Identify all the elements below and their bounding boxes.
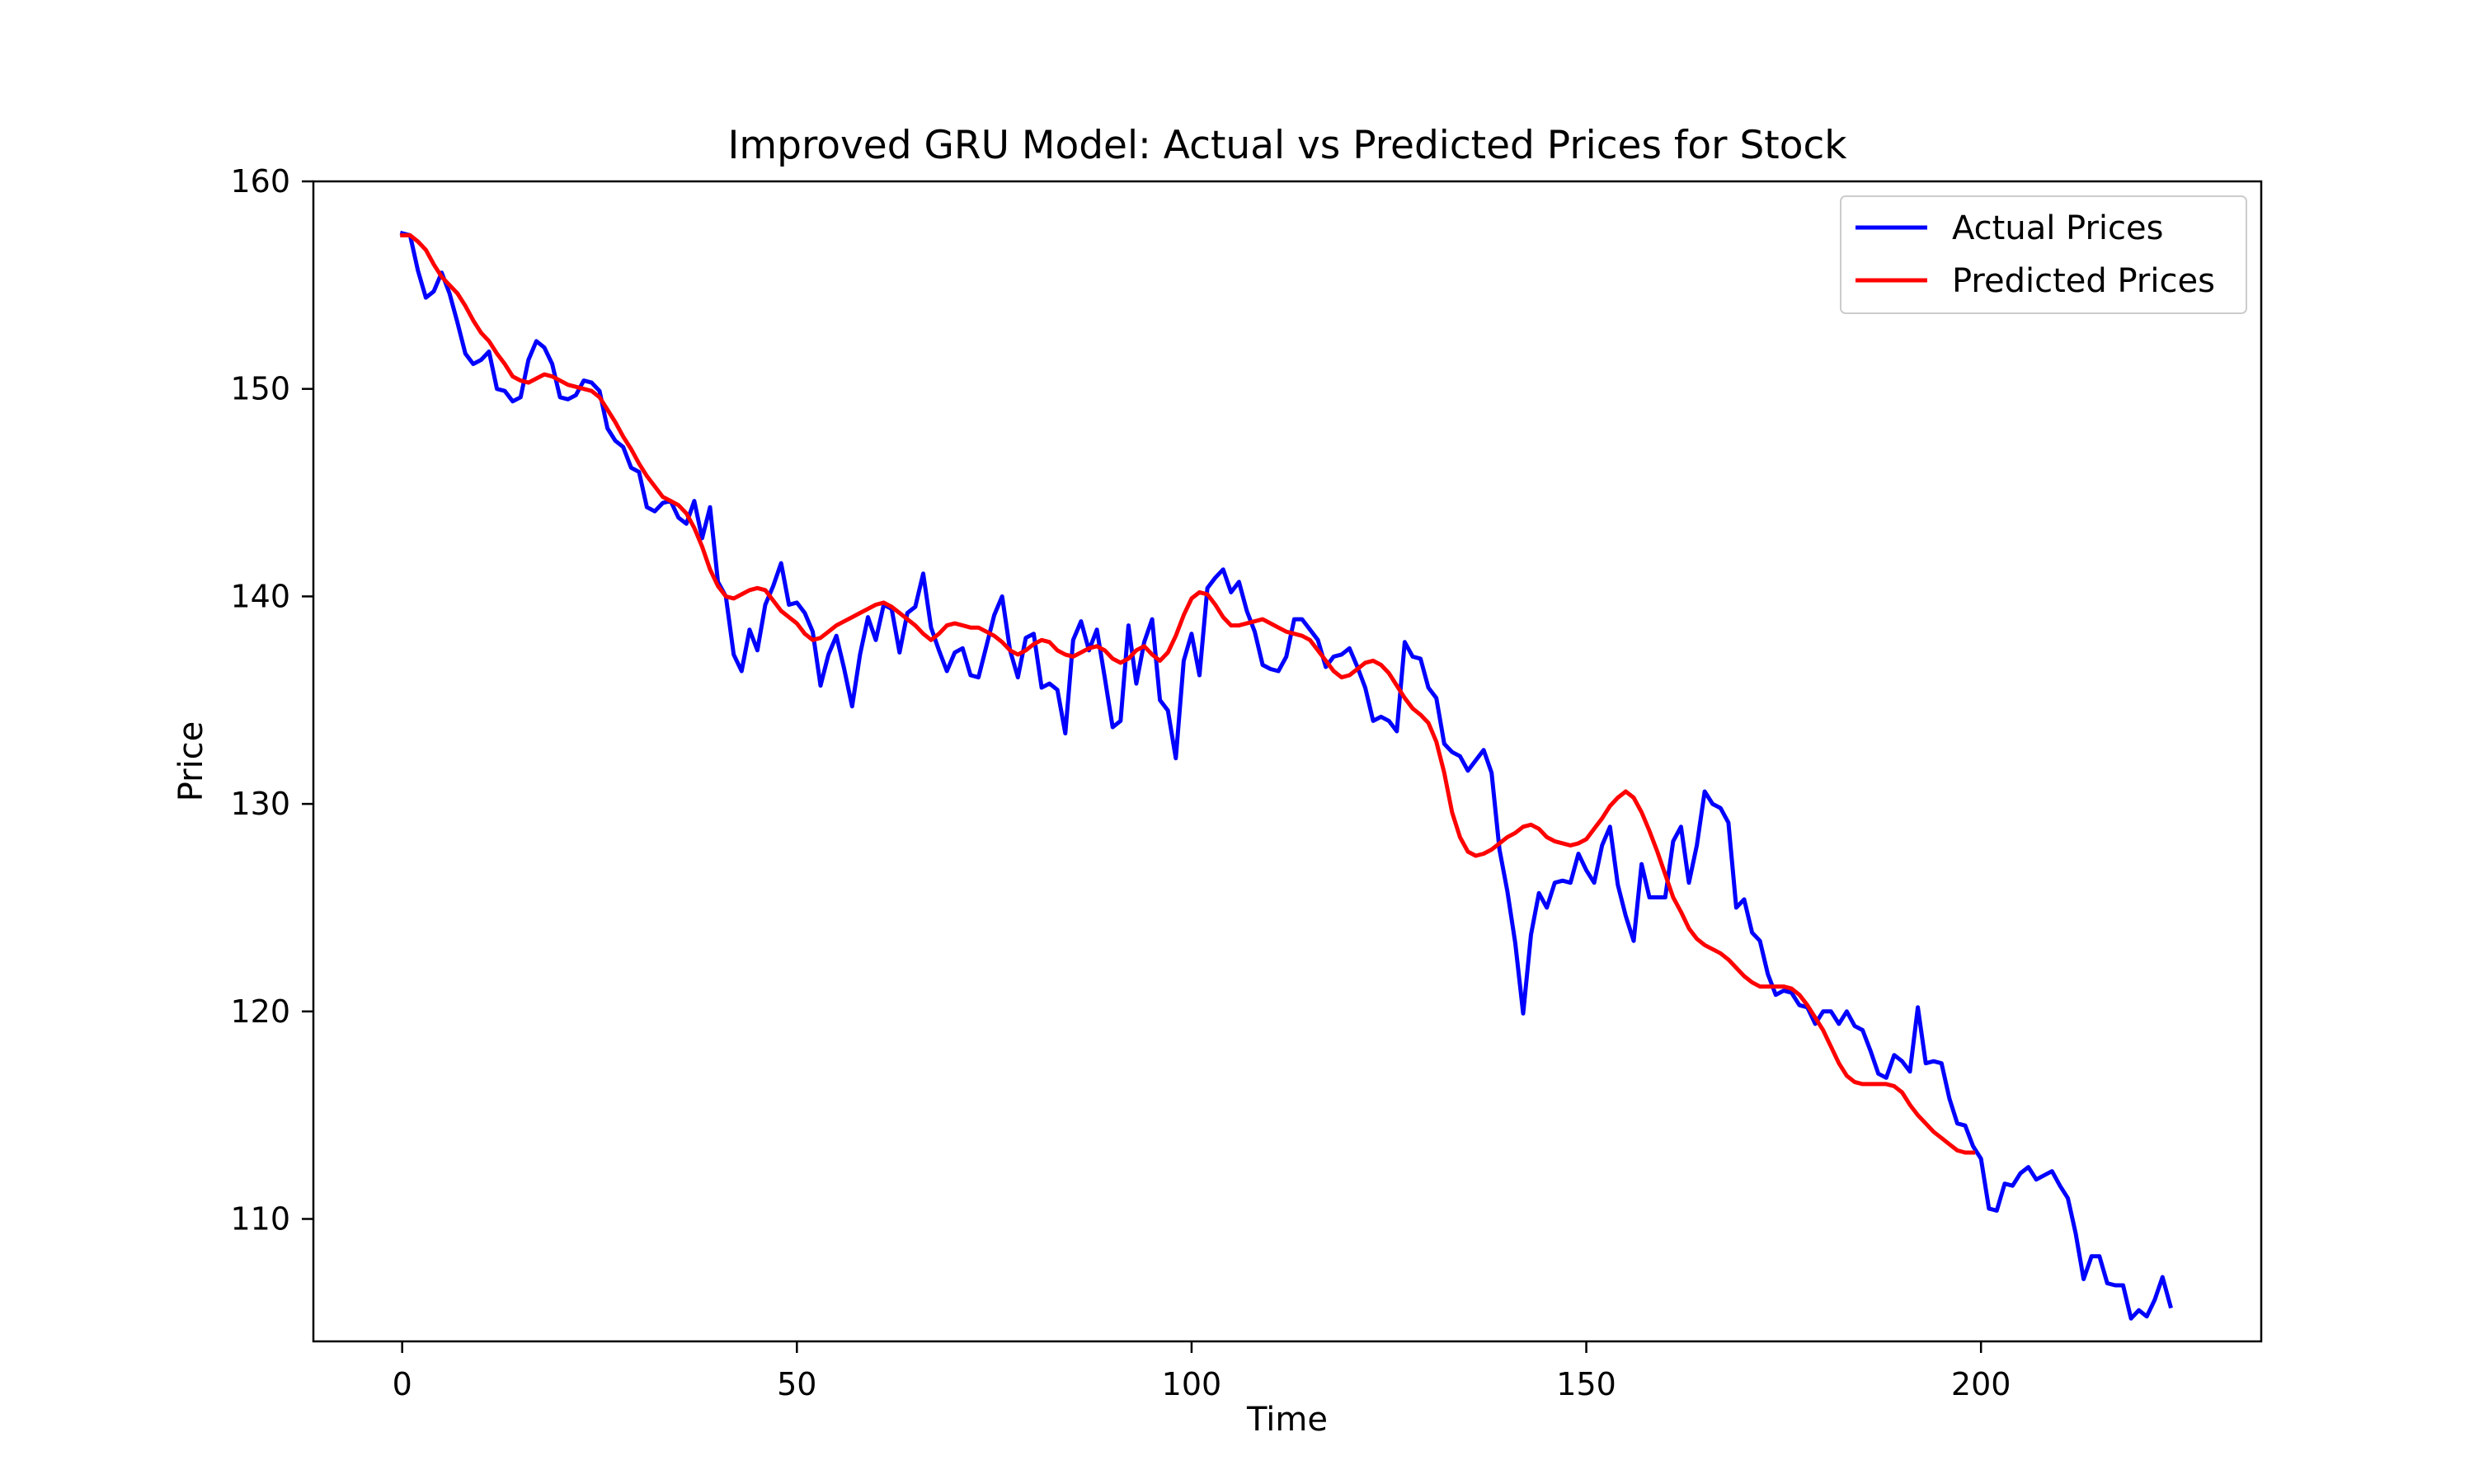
- x-tick-label: 200: [1951, 1366, 2011, 1402]
- series-line-actual-prices: [399, 230, 2173, 1321]
- legend: Actual Prices Predicted Prices: [1840, 195, 2247, 314]
- x-axis: 0 50 100 150 200: [393, 1341, 2011, 1402]
- x-axis-title: Time: [1246, 1401, 1328, 1439]
- y-tick-label: 120: [230, 993, 290, 1030]
- legend-box: [1840, 195, 2247, 314]
- y-axis: 110 120 130 140 150 160: [230, 163, 313, 1237]
- x-tick-label: 0: [393, 1366, 412, 1402]
- y-tick-label: 150: [230, 371, 290, 407]
- y-tick-label: 130: [230, 786, 290, 822]
- legend-label-predicted-prices: Predicted Prices: [1952, 262, 2215, 300]
- x-tick-label: 150: [1556, 1366, 1616, 1402]
- series-line-predicted-prices: [400, 232, 1976, 1155]
- series-layer: [399, 230, 2173, 1321]
- y-tick-label: 110: [230, 1200, 290, 1237]
- chart-title: Improved GRU Model: Actual vs Predicted …: [727, 123, 1847, 168]
- y-tick-label: 140: [230, 578, 290, 614]
- y-axis-title: Price: [172, 721, 210, 802]
- x-tick-label: 50: [777, 1366, 816, 1402]
- x-tick-label: 100: [1162, 1366, 1222, 1402]
- plot-frame: [312, 180, 2263, 1343]
- legend-label-actual-prices: Actual Prices: [1952, 209, 2163, 247]
- y-tick-label: 160: [230, 163, 290, 200]
